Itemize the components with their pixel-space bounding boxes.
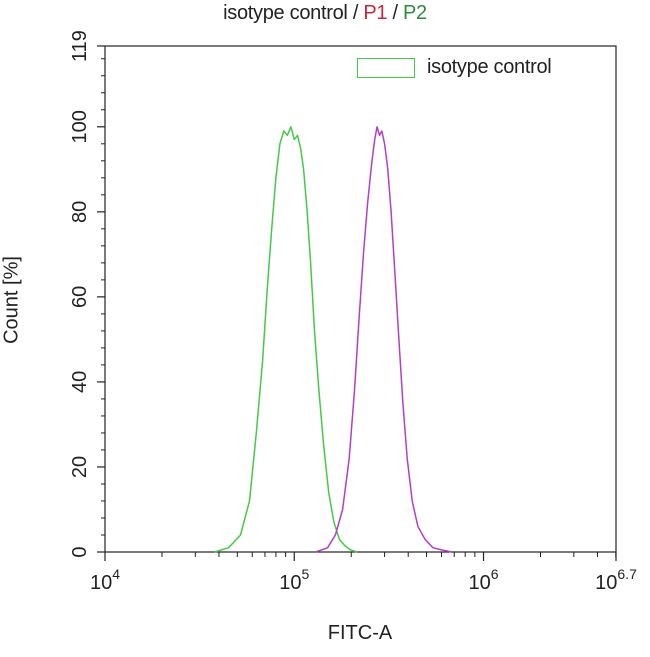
y-tick-label-3: 60 [69, 286, 91, 308]
title-part-p1: P1 [363, 2, 388, 24]
x-tick-label-1: 105 [279, 566, 309, 593]
y-tick-label-4: 80 [69, 201, 91, 223]
x-tick-label-2: 106 [468, 566, 498, 593]
title-part-p2: P2 [403, 2, 427, 24]
legend-swatch-isotype-control [357, 57, 415, 78]
legend: isotype control [357, 56, 552, 79]
y-tick-label-2: 40 [69, 371, 91, 393]
series-line-p2 [315, 126, 452, 553]
x-axis-label: FITC-A [327, 622, 393, 644]
y-tick-label-1: 20 [69, 456, 91, 478]
y-tick-label-6: 119 [69, 30, 91, 62]
chart-title: isotype control / P1 / P2 [0, 2, 650, 25]
y-tick-label-0: 0 [69, 546, 91, 557]
title-sep-2: / [387, 2, 404, 24]
legend-label-isotype-control: isotype control [427, 56, 552, 78]
x-tick-label-0: 104 [90, 566, 120, 593]
title-sep-1: / [347, 2, 364, 24]
plot-frame [104, 45, 617, 553]
title-part-isotype: isotype control [223, 2, 348, 24]
x-tick-label-3: 106.7 [595, 566, 637, 593]
series-line-isotype-control [214, 126, 358, 553]
y-tick-label-5: 100 [69, 110, 91, 143]
